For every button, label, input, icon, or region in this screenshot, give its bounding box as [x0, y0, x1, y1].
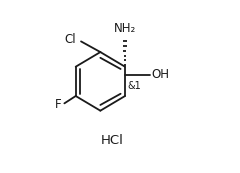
- Text: NH₂: NH₂: [114, 22, 136, 35]
- Text: OH: OH: [151, 68, 169, 81]
- Text: &1: &1: [128, 81, 141, 91]
- Text: HCl: HCl: [101, 134, 124, 147]
- Text: Cl: Cl: [64, 33, 76, 46]
- Text: F: F: [55, 98, 62, 111]
